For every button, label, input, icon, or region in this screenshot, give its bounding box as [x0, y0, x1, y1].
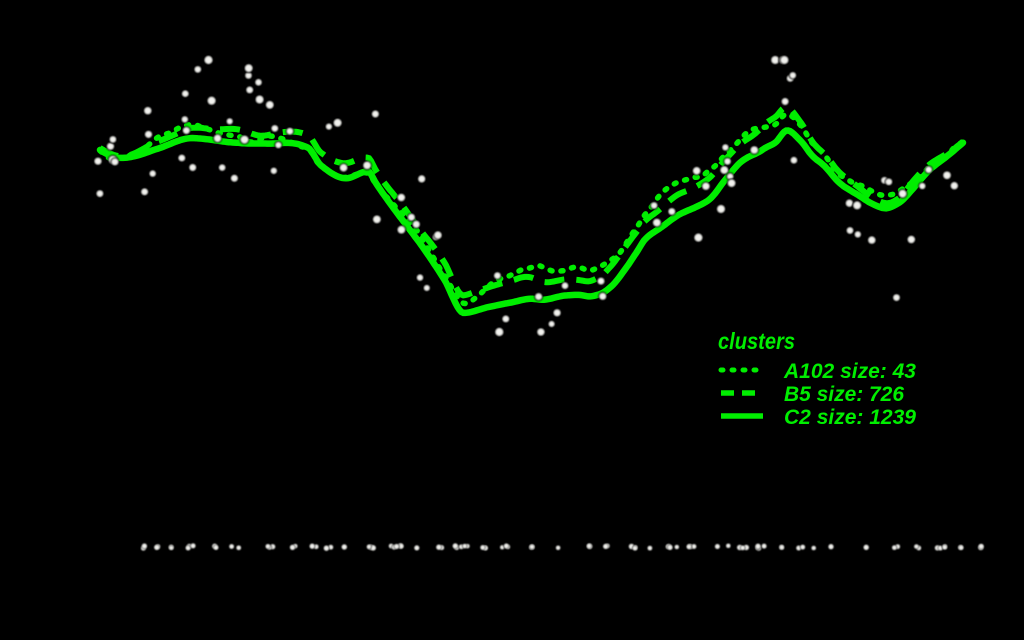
svg-text:C2 size: 1239: C2 size: 1239 [784, 406, 916, 429]
svg-text:B5 size: 726: B5 size: 726 [784, 383, 904, 406]
svg-text:A102 size: 43: A102 size: 43 [783, 360, 916, 383]
svg-text:clusters: clusters [718, 328, 795, 354]
